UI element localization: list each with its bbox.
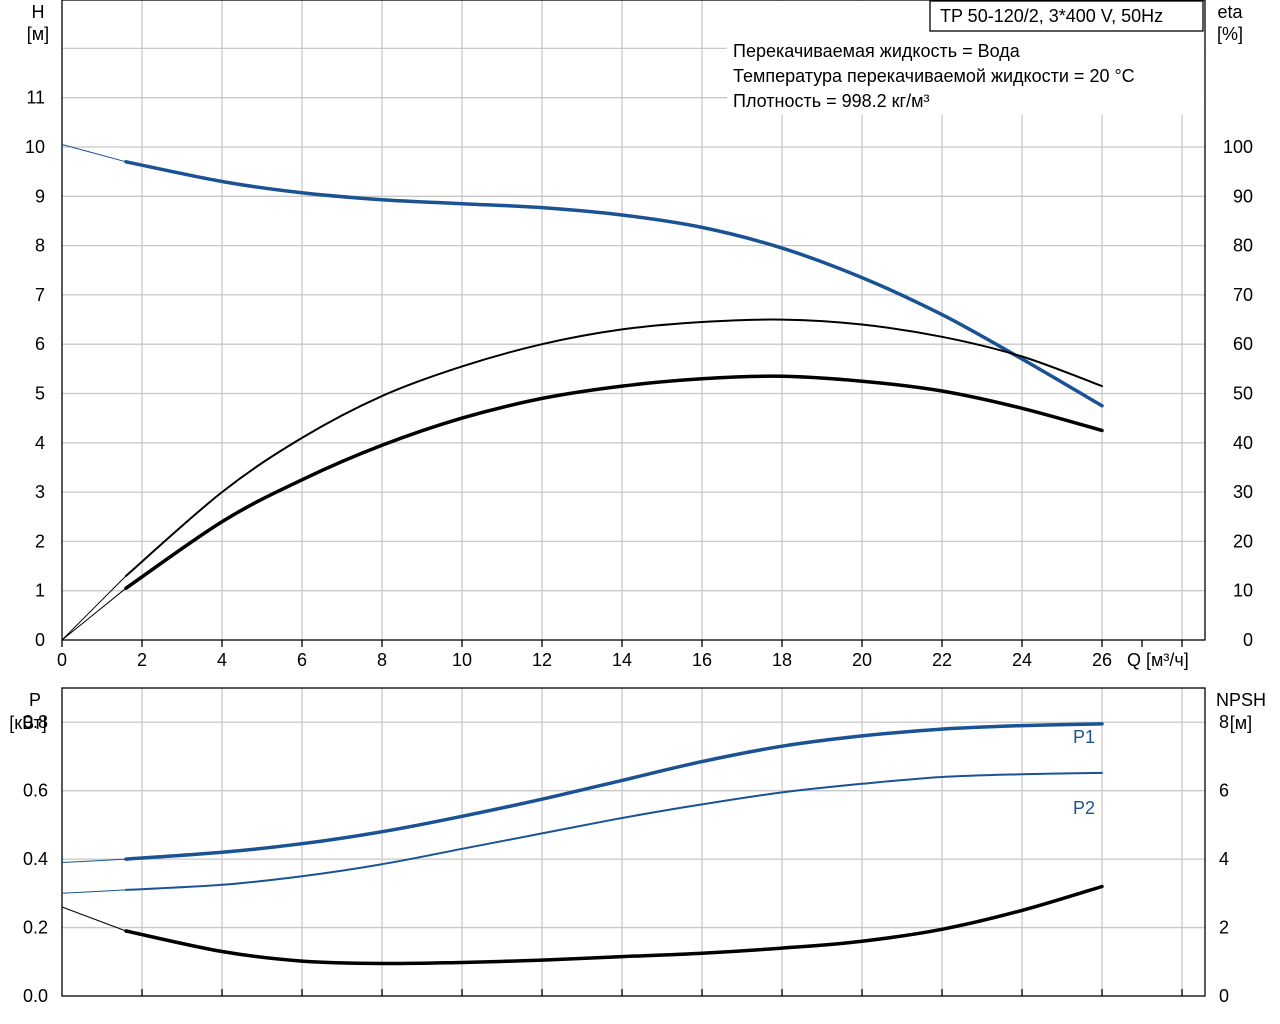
x-tick-label: 0 — [57, 650, 67, 670]
chart-title: TP 50-120/2, 3*400 V, 50Hz — [940, 6, 1163, 26]
bottom-curves — [61, 722, 1104, 966]
x-tick-label: 4 — [217, 650, 227, 670]
x-tick-label: 14 — [612, 650, 632, 670]
top-curves — [61, 144, 1104, 641]
y-right-tick-label: 100 — [1223, 137, 1253, 157]
bottom-right-axis-label-line1: NPSH — [1216, 690, 1266, 710]
y-right-tick-label: 40 — [1233, 433, 1253, 453]
bottom-series-1 — [125, 771, 1103, 891]
bottom-extension-1 — [61, 889, 127, 894]
p-tick-label: 0.6 — [23, 781, 48, 801]
series-label-p1: P1 — [1073, 727, 1095, 747]
x-tick-label: 12 — [532, 650, 552, 670]
y-right-tick-label: 80 — [1233, 236, 1253, 256]
top-left-axis-label-line1: H — [32, 2, 45, 22]
bottom-left-axis-label-line2: [кВт] — [9, 713, 47, 733]
series-label-p2: P2 — [1073, 798, 1095, 818]
p-tick-label: 0.4 — [23, 849, 48, 869]
x-tick-label: 18 — [772, 650, 792, 670]
tick-labels: 0 2 4 6 8 10 12 14 16 18 20 22 24 2601234567891011010… — [23, 88, 1253, 1006]
x-tick-label: 2 — [137, 650, 147, 670]
p-tick-label: 0.0 — [23, 986, 48, 1006]
top-plot-frame — [61, 0, 1206, 641]
top-right-axis-label-line2: [%] — [1217, 24, 1243, 44]
x-tick-label: 8 — [377, 650, 387, 670]
x-tick-label: 6 — [297, 650, 307, 670]
x-tick-label: 24 — [1012, 650, 1032, 670]
y-left-tick-label: 6 — [35, 334, 45, 354]
annotation-temperature: Температура перекачиваемой жидкости = 20… — [733, 66, 1135, 86]
y-right-tick-label: 60 — [1233, 334, 1253, 354]
y-right-tick-label: 90 — [1233, 186, 1253, 206]
top-extension-2 — [61, 587, 127, 641]
npsh-tick-label: 0 — [1219, 986, 1229, 1006]
x-tick-label: 16 — [692, 650, 712, 670]
npsh-tick-label: 2 — [1219, 918, 1229, 938]
y-right-tick-label: 30 — [1233, 482, 1253, 502]
y-right-tick-label: 50 — [1233, 384, 1253, 404]
y-left-tick-label: 0 — [35, 630, 45, 650]
title-box — [929, 0, 1204, 32]
y-left-tick-label: 11 — [26, 88, 45, 108]
top-extension-0 — [61, 144, 127, 163]
y-left-tick-label: 1 — [35, 581, 45, 601]
y-right-tick-label: 70 — [1233, 285, 1253, 305]
bottom-grid — [62, 688, 1205, 996]
top-series-2 — [124, 374, 1104, 590]
x-tick-label: 26 — [1092, 650, 1112, 670]
npsh-tick-label: 4 — [1219, 849, 1229, 869]
bottom-left-axis-label-line1: P — [29, 690, 41, 710]
x-tick-label: 22 — [932, 650, 952, 670]
y-left-tick-label: 3 — [35, 482, 45, 502]
x-axis-label: Q [м³/ч] — [1127, 650, 1189, 670]
bottom-series-0 — [124, 722, 1104, 861]
y-left-tick-label: 2 — [35, 531, 45, 551]
top-series-0 — [124, 160, 1104, 408]
top-extension-1 — [61, 575, 127, 641]
y-right-tick-label: 20 — [1233, 531, 1253, 551]
y-left-tick-label: 10 — [25, 137, 45, 157]
annotation-density: Плотность = 998.2 кг/м³ — [733, 91, 929, 111]
x-tick-label: 20 — [852, 650, 872, 670]
p-tick-label: 0.2 — [23, 918, 48, 938]
y-right-tick-label: 0 — [1243, 630, 1253, 650]
y-left-tick-label: 9 — [35, 186, 45, 206]
x-tick-label: 10 — [452, 650, 472, 670]
y-right-tick-label: 10 — [1233, 581, 1253, 601]
bottom-extension-0 — [61, 858, 127, 863]
bottom-series-2 — [124, 884, 1104, 966]
bottom-extension-2 — [61, 906, 127, 932]
npsh-tick-label: 8 — [1219, 712, 1229, 732]
bottom-plot-frame — [61, 687, 1206, 997]
y-left-tick-label: 8 — [35, 236, 45, 256]
y-left-tick-label: 7 — [35, 285, 45, 305]
top-left-axis-label-line2: [м] — [27, 24, 49, 44]
bottom-right-axis-label-line2: [м] — [1230, 713, 1252, 733]
p-tick-label: 0.8 — [23, 712, 48, 732]
top-series-1 — [125, 318, 1103, 577]
annotation-fluid: Перекачиваемая жидкость = Вода — [733, 41, 1021, 61]
npsh-tick-label: 6 — [1219, 781, 1229, 801]
y-left-tick-label: 5 — [35, 384, 45, 404]
y-left-tick-label: 4 — [35, 433, 45, 453]
top-right-axis-label-line1: eta — [1217, 2, 1243, 22]
